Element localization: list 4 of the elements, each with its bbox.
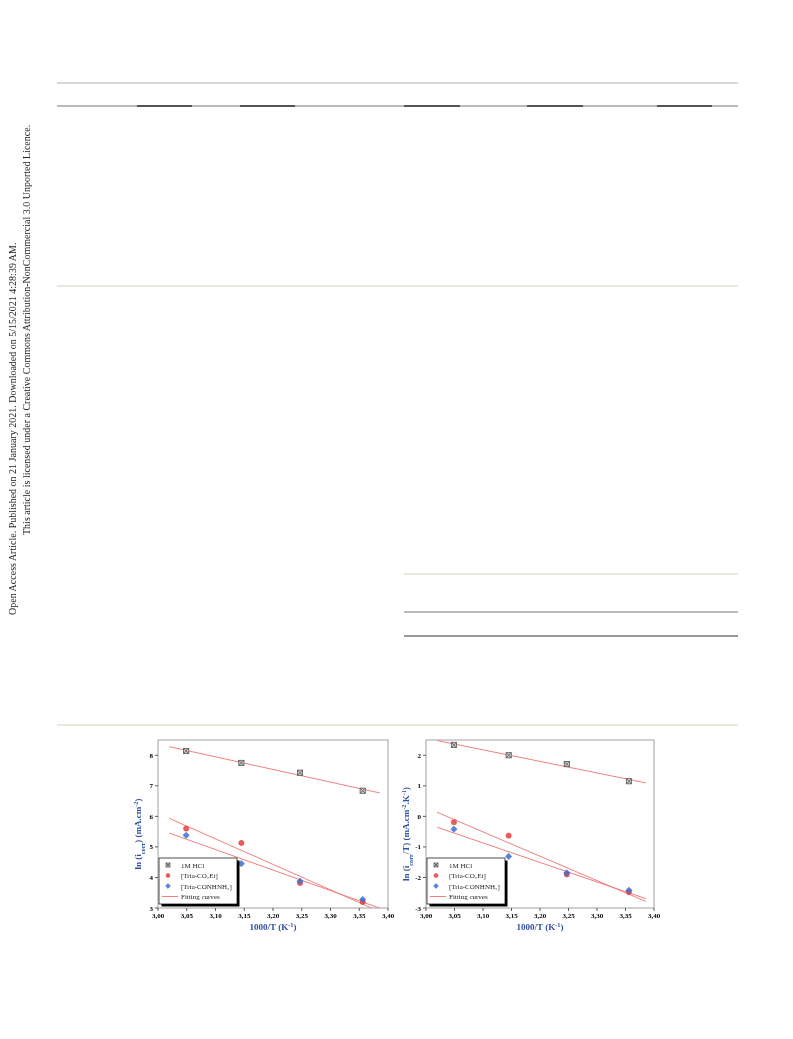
x-axis-title: 1000/T (K$^{-1}$) — [516, 920, 564, 932]
text: This article is licensed under a Creative Commons Attribution-NonCommercial 3.0 Unported Licence. — [21, 124, 32, 535]
x-axis-title: 1000/T (K$^{-1}$) — [249, 920, 297, 932]
text: Open Access Article. Published on 21 January 2021. Downloaded on 5/15/2021 4:28:39 AM. — [7, 242, 18, 615]
